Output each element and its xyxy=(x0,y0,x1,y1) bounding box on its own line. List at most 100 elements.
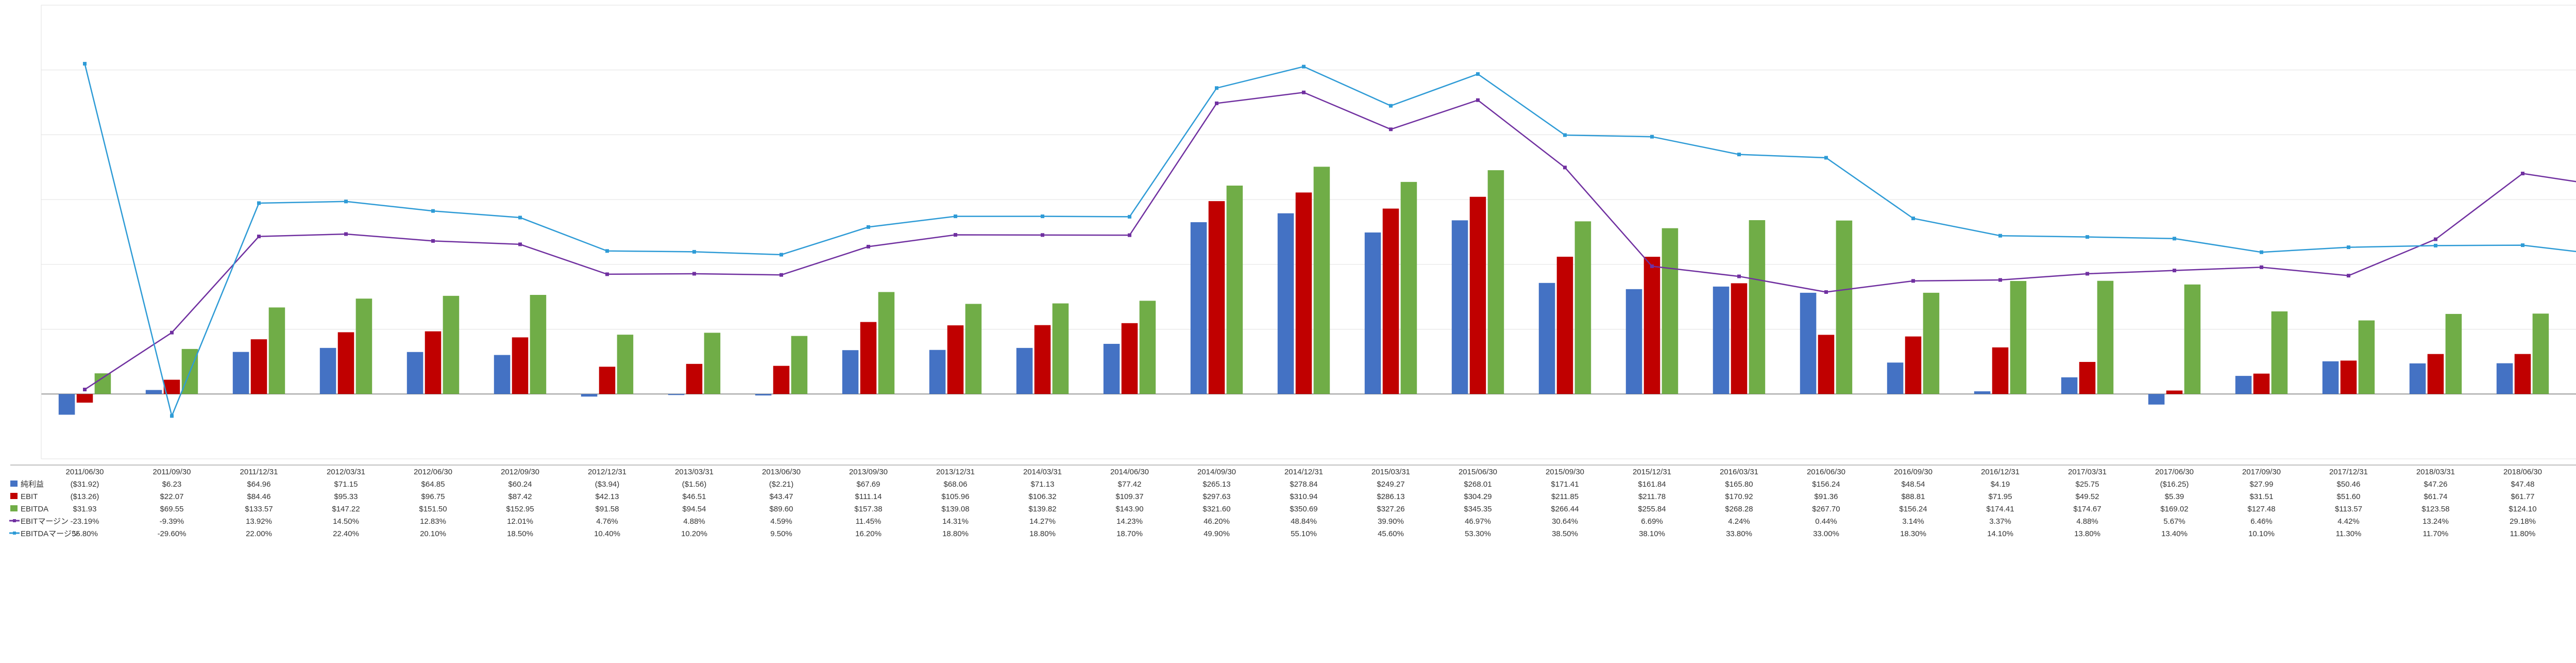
marker-ebit_margin xyxy=(2434,238,2437,241)
table-cell: 18.30% xyxy=(1900,529,1926,538)
table-cell: $77.42 xyxy=(1118,480,1142,489)
category-label: 2015/09/30 xyxy=(1546,468,1584,476)
bar-ebitda xyxy=(1314,167,1330,394)
table-cell: $94.54 xyxy=(683,505,706,513)
marker-ebitda_margin xyxy=(1564,134,1567,137)
table-cell: 9.50% xyxy=(770,529,792,538)
table-cell: 45.60% xyxy=(1378,529,1404,538)
table-cell: $64.96 xyxy=(247,480,271,489)
table-cell: 39.90% xyxy=(1378,517,1404,526)
marker-ebit_margin xyxy=(954,234,957,237)
bar-ebit xyxy=(1035,325,1051,394)
table-cell: 22.00% xyxy=(246,529,272,538)
category-label: 2016/12/31 xyxy=(1981,468,2020,476)
table-cell: 18.80% xyxy=(1029,529,1056,538)
bar-ebit xyxy=(1296,192,1312,394)
table-cell: ($31.92) xyxy=(71,480,99,489)
table-cell: 0.44% xyxy=(1815,517,1837,526)
table-cell: $68.06 xyxy=(944,480,968,489)
table-cell: $171.41 xyxy=(1551,480,1579,489)
row-marker xyxy=(10,493,18,499)
bar-net_income xyxy=(2497,363,2513,394)
bar-net_income xyxy=(1713,287,1730,394)
table-cell: 29.18% xyxy=(2510,517,2536,526)
bar-net_income xyxy=(2061,377,2078,394)
table-cell: $345.35 xyxy=(1464,505,1492,513)
table-cell: $165.80 xyxy=(1725,480,1753,489)
bar-ebitda xyxy=(1836,221,1853,394)
category-label: 2011/06/30 xyxy=(66,468,104,476)
table-cell: 13.92% xyxy=(246,517,272,526)
table-cell: $84.46 xyxy=(247,492,271,501)
bar-net_income xyxy=(233,352,249,394)
bar-ebit xyxy=(1905,337,1922,394)
table-cell: $71.95 xyxy=(1989,492,2012,501)
bar-ebit xyxy=(1383,209,1399,394)
table-cell: $27.99 xyxy=(2250,480,2274,489)
marker-ebit_margin xyxy=(1302,91,1306,94)
table-cell: 14.31% xyxy=(942,517,969,526)
table-cell: $88.81 xyxy=(1902,492,1925,501)
table-cell: $169.02 xyxy=(2160,505,2188,513)
table-cell: 18.70% xyxy=(1116,529,1143,538)
table-cell: 3.37% xyxy=(1989,517,2011,526)
row-label: EBITDAマージン xyxy=(21,529,79,538)
marker-ebitda_margin xyxy=(432,209,435,212)
table-cell: $139.08 xyxy=(941,505,969,513)
marker-ebitda_margin xyxy=(1302,65,1306,68)
bar-ebit xyxy=(77,394,93,403)
marker-ebit_margin xyxy=(1477,98,1480,102)
table-cell: ($1.56) xyxy=(682,480,707,489)
bar-ebitda xyxy=(1140,301,1156,394)
bar-net_income xyxy=(1452,220,1468,394)
table-cell: $46.51 xyxy=(683,492,706,501)
bar-net_income xyxy=(2410,363,2426,394)
table-cell: $174.67 xyxy=(2073,505,2101,513)
bar-ebitda xyxy=(704,333,721,394)
marker-ebit_margin xyxy=(519,243,522,246)
marker-ebitda_margin xyxy=(693,250,696,253)
table-cell: $91.58 xyxy=(596,505,619,513)
category-label: 2014/06/30 xyxy=(1110,468,1149,476)
table-cell: $174.41 xyxy=(1986,505,2014,513)
table-cell: 4.88% xyxy=(2076,517,2098,526)
bar-ebit xyxy=(1818,335,1835,394)
category-label: 2015/12/31 xyxy=(1633,468,1671,476)
table-cell: 13.24% xyxy=(2422,517,2449,526)
marker-ebit_margin xyxy=(83,388,87,391)
chart-svg: ($100)$0$100$200$300$400$500$600-40.00%-… xyxy=(0,0,2576,663)
category-label: 2012/12/31 xyxy=(588,468,626,476)
marker-ebitda_margin xyxy=(2521,244,2524,247)
bar-ebit xyxy=(1731,283,1748,394)
table-cell: -29.60% xyxy=(158,529,187,538)
table-cell: $147.22 xyxy=(332,505,360,513)
table-cell: $124.10 xyxy=(2509,505,2536,513)
bar-ebitda xyxy=(1662,228,1679,394)
marker-ebit_margin xyxy=(2260,266,2263,269)
category-label: 2015/06/30 xyxy=(1459,468,1497,476)
table-cell: $31.93 xyxy=(73,505,97,513)
marker-ebitda_margin xyxy=(1041,215,1044,218)
table-cell: 30.64% xyxy=(1552,517,1578,526)
bar-ebitda xyxy=(2010,281,2027,394)
category-label: 2012/09/30 xyxy=(501,468,539,476)
marker-ebit_margin xyxy=(1912,279,1915,283)
bar-ebitda xyxy=(617,335,634,394)
table-cell: $5.39 xyxy=(2165,492,2184,501)
table-cell: 49.90% xyxy=(1204,529,1230,538)
marker-ebit_margin xyxy=(432,239,435,242)
bar-ebit xyxy=(686,364,703,394)
table-cell: $139.82 xyxy=(1028,505,1056,513)
table-cell: 10.20% xyxy=(681,529,707,538)
marker-ebitda_margin xyxy=(519,216,522,219)
bar-net_income xyxy=(1887,362,1904,394)
table-cell: $265.13 xyxy=(1202,480,1230,489)
table-cell: $60.24 xyxy=(509,480,532,489)
bar-ebit xyxy=(1122,323,1138,394)
bar-ebitda xyxy=(2184,285,2201,394)
bar-net_income xyxy=(1626,289,1642,394)
category-label: 2013/06/30 xyxy=(762,468,801,476)
marker-ebitda_margin xyxy=(1999,234,2002,237)
table-cell: 33.80% xyxy=(1726,529,1752,538)
bar-net_income xyxy=(1800,293,1817,394)
